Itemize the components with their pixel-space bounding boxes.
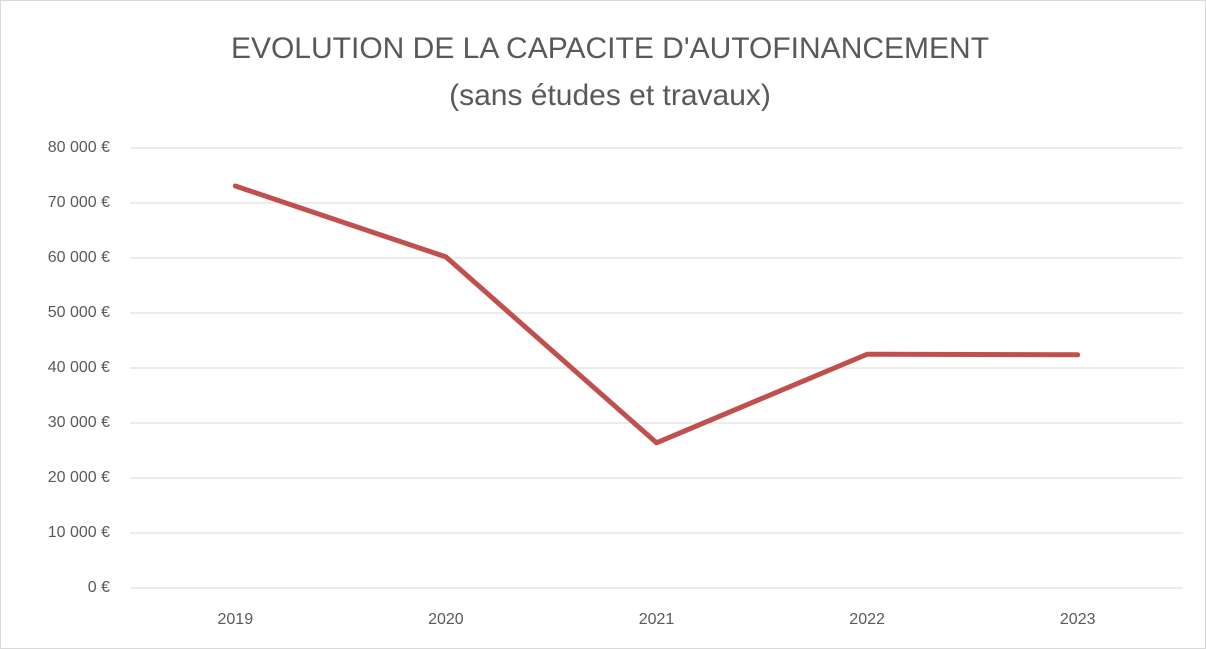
chart-subtitle: (sans études et travaux) [449, 79, 771, 112]
y-tick-label: 80 000 € [48, 139, 110, 156]
y-tick-label: 20 000 € [48, 469, 110, 486]
data-line [232, 183, 1081, 446]
y-tick-label: 10 000 € [48, 524, 110, 541]
y-tick-label: 60 000 € [48, 249, 110, 266]
chart-title: EVOLUTION DE LA CAPACITE D'AUTOFINANCEME… [231, 32, 989, 65]
x-tick-label: 2020 [428, 611, 464, 628]
y-tick-label: 70 000 € [48, 194, 110, 211]
x-tick-label: 2021 [639, 611, 675, 628]
y-tick-label: 40 000 € [48, 359, 110, 376]
y-tick-label: 0 € [88, 579, 110, 596]
y-tick-label: 50 000 € [48, 304, 110, 321]
x-tick-label: 2023 [1060, 611, 1096, 628]
x-tick-label: 2022 [849, 611, 885, 628]
x-tick-label: 2019 [218, 611, 254, 628]
y-tick-label: 30 000 € [48, 414, 110, 431]
